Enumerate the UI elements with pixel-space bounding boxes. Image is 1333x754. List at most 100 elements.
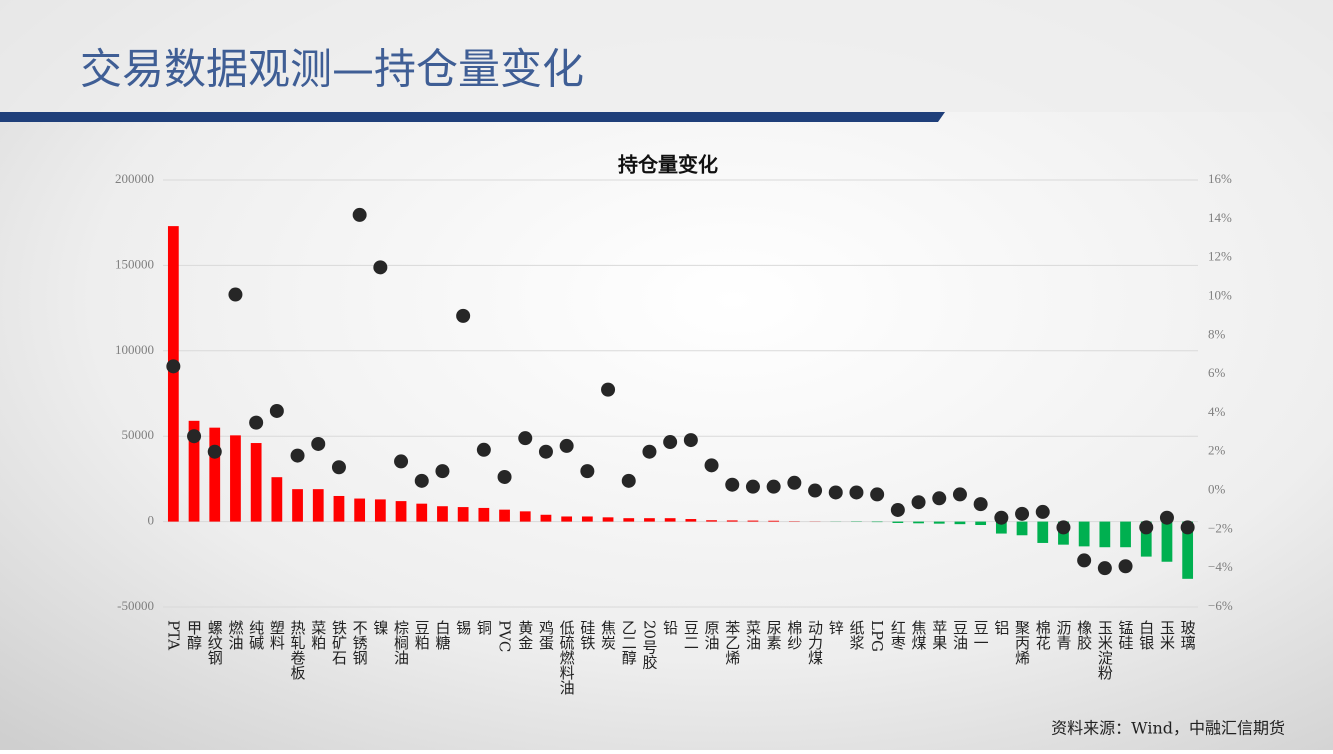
dot (705, 458, 719, 472)
bar (1099, 522, 1110, 548)
bar (975, 522, 986, 525)
bar (499, 510, 510, 522)
dot (1139, 520, 1153, 534)
y2-tick-label: −6% (1208, 598, 1233, 613)
bar (437, 506, 448, 521)
dot (332, 460, 346, 474)
bar (623, 518, 634, 521)
x-tick-label: 红枣 (889, 620, 907, 650)
bar (334, 496, 345, 522)
bar (375, 499, 386, 521)
x-tick-label: 纯碱 (247, 620, 265, 651)
y2-tick-label: 16% (1208, 171, 1232, 186)
bar (665, 518, 676, 521)
dot (870, 487, 884, 501)
dot (249, 416, 263, 430)
x-tick-label: 动力煤 (806, 620, 824, 665)
bar (520, 511, 531, 521)
x-tick-label: 锡 (454, 620, 472, 635)
x-tick-label: 沥青 (1054, 620, 1072, 650)
y2-tick-label: 12% (1208, 249, 1232, 264)
bar (354, 499, 365, 522)
x-tick-label: 豆粕 (413, 620, 431, 650)
x-tick-label: 苹果 (930, 620, 948, 650)
x-tick-label: 聚丙烯 (1013, 620, 1031, 665)
dot (725, 478, 739, 492)
bar (478, 508, 489, 522)
bar (1037, 522, 1048, 543)
x-tick-label: 玉米淀粉 (1096, 620, 1114, 681)
dot (1077, 553, 1091, 567)
dot (208, 445, 222, 459)
x-tick-label: PVC (496, 620, 514, 652)
chart-title: 持仓量变化 (618, 153, 718, 177)
bar (230, 435, 241, 521)
x-tick-label: 豆一 (972, 620, 990, 650)
bar (685, 519, 696, 522)
bar (934, 522, 945, 524)
bar (561, 516, 572, 521)
y2-tick-label: 8% (1208, 326, 1226, 341)
dot (353, 208, 367, 222)
x-tick-label: 铝 (992, 620, 1010, 635)
bar (727, 520, 738, 521)
dot (808, 484, 822, 498)
x-tick-label: 铅 (661, 620, 679, 635)
dot (435, 464, 449, 478)
y2-tick-label: −4% (1208, 559, 1233, 574)
x-tick-label: 原油 (703, 620, 721, 650)
dot (1098, 561, 1112, 575)
x-tick-label: 硅铁 (578, 620, 596, 650)
y-tick-label: 0 (148, 513, 155, 528)
x-tick-label: 焦煤 (910, 620, 928, 650)
x-tick-label: 铁矿石 (330, 620, 348, 665)
bar (458, 507, 469, 522)
x-tick-label: 甲醇 (185, 620, 203, 650)
x-tick-label: 螺纹钢 (206, 620, 224, 666)
bar (271, 477, 282, 521)
dot (498, 470, 512, 484)
dot (787, 476, 801, 490)
x-tick-label: 菜油 (744, 620, 762, 650)
dot (580, 464, 594, 478)
x-tick-label: 棕榈油 (392, 620, 410, 665)
bar (1162, 522, 1173, 562)
dot (1181, 520, 1195, 534)
dot (974, 497, 988, 511)
y2-tick-label: −2% (1208, 520, 1233, 535)
header-rule (0, 112, 945, 122)
x-tick-label: 纸浆 (847, 620, 865, 650)
bar (603, 517, 614, 521)
bar (416, 504, 427, 522)
dot (953, 487, 967, 501)
x-tick-label: 棉纱 (785, 620, 803, 650)
dot (311, 437, 325, 451)
x-tick-label: 玻璃 (1179, 620, 1197, 650)
dot (373, 260, 387, 274)
bar (209, 428, 220, 522)
x-tick-label: PTA (164, 620, 182, 650)
x-tick-label: 热轧卷板 (289, 620, 307, 680)
dot (1160, 511, 1174, 525)
x-tick-label: 苯乙烯 (723, 620, 741, 665)
dot (601, 383, 615, 397)
x-tick-label: 塑料 (268, 620, 286, 650)
x-tick-label: 豆油 (951, 620, 969, 650)
dot (994, 511, 1008, 525)
dot (891, 503, 905, 517)
x-tick-label: 玉米 (1158, 620, 1176, 650)
x-tick-label: 不锈钢 (351, 620, 369, 666)
y-tick-label: 200000 (115, 171, 154, 186)
x-tick-label: 鸡蛋 (537, 620, 555, 651)
x-tick-label: 白糖 (433, 620, 451, 650)
x-tick-label: 白银 (1137, 620, 1155, 650)
bar (955, 522, 966, 525)
x-tick-label: 豆二 (682, 620, 700, 650)
x-tick-label: 低硫燃料油 (558, 620, 576, 695)
bar (251, 443, 262, 522)
dot (187, 429, 201, 443)
x-tick-label: 锌 (827, 620, 845, 635)
bar (1079, 522, 1090, 547)
x-tick-label: 燃油 (226, 619, 244, 650)
